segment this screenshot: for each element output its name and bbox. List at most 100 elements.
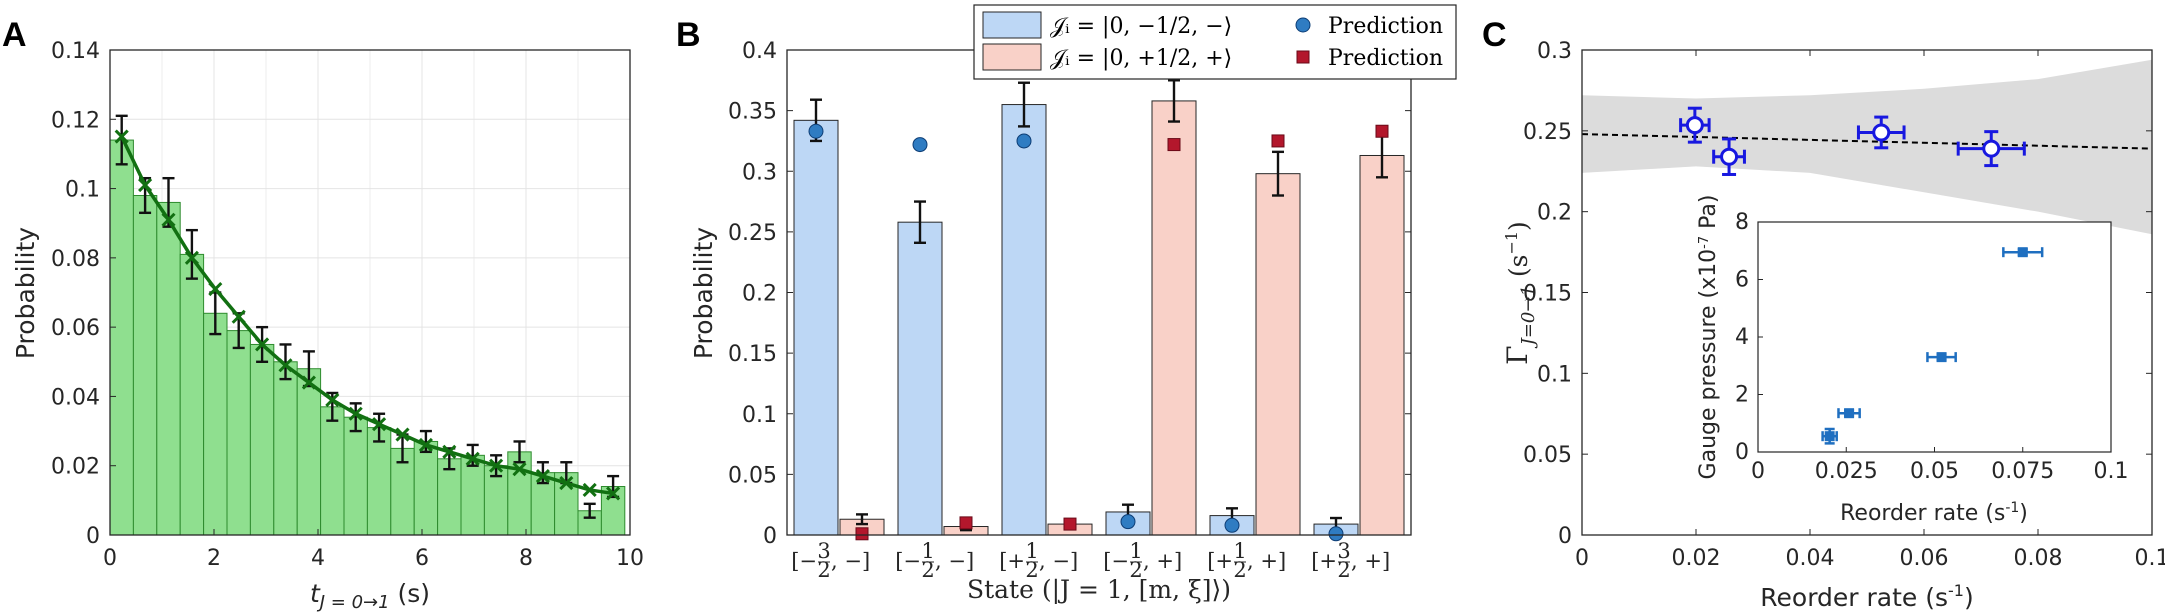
panel-b-xtick-label: [+ 12, +] [1207,539,1286,582]
panel-c-ytick-label: 0.2 [1537,201,1572,226]
panel-b-bar-red [1255,173,1301,536]
panel-c-xlabel-sup: -1 [1948,581,1964,600]
legend-square-marker [1296,50,1310,64]
panel-a-fit-marker-stroke [489,458,504,473]
panel-b-bar-blue [1001,104,1047,536]
panel-a-fit-marker [278,358,293,373]
panel-b-xtick-denominator: 2 [1337,558,1350,582]
panel-b-xtick-sign: [+ [1311,549,1337,573]
panel-c-ytick-label: 0.1 [1537,362,1572,387]
panel-b-xtick-label: [− 12, +] [1103,539,1182,582]
panel-a-fit-marker-stroke [208,281,223,297]
panel-b-ytick-label: 0 [763,524,777,549]
panel-a-bar [460,454,485,536]
panel-b-prediction-square [1271,134,1285,148]
panel-a-fit-marker-stroke [465,451,480,466]
inset-ytick-label: 0 [1735,440,1749,465]
inset-ylabel-text: Gauge pressure (x10 [1696,249,1721,480]
panel-c-ytick-label: 0 [1558,524,1572,549]
panel-b-xtick-denominator: 2 [1025,558,1038,582]
inset-xtick-label: 0.05 [1910,459,1959,484]
panel-c-confidence-band [1582,59,2152,235]
panel-a-ytick-label: 0.14 [51,39,100,64]
panel-b-prediction-square [855,527,869,541]
panel-a-fit-marker-stroke [255,337,270,352]
panel-a-xtick-label: 6 [415,546,429,571]
panel-a-fit-marker-stroke [231,309,246,324]
inset-points [1821,247,2044,445]
panel-a-bars [109,139,626,536]
inset-ytick-label: 2 [1735,383,1749,408]
panel-c-xtick-label: 0 [1575,546,1589,571]
panel-a-ytick-label: 0.02 [51,455,100,480]
panel-c-xtick-label: 0.1 [2135,546,2165,571]
panel-b-ytick-label: 0.4 [742,39,777,64]
panel-b-xtick-tail: , −] [935,549,974,573]
panel-c-point [1685,116,1704,135]
panel-a-fit-curve [120,135,614,496]
panel-a-bar [273,361,298,536]
panel-a-fit-marker [348,406,363,421]
panel-a-fit-marker [418,437,433,452]
panel-c-fit-line [1581,133,2153,150]
panel-a-ytick-label: 0.08 [51,247,100,272]
panel-c-xlabel: Reorder rate (s-1) [1760,581,1973,612]
panel-a-bar [249,343,275,536]
legend-label-prediction-blue: Prediction [1328,14,1443,39]
panel-c-xtick-label: 0.02 [1672,546,1721,571]
inset-xlabel: Reorder rate (s-1) [1840,500,2028,526]
panel-a-fit-marker [255,337,270,352]
panel-b-xtick-tail: , −] [1039,549,1078,573]
panel-b-axes-box [786,49,1412,536]
panel-b-bar-blue [793,119,839,536]
panel-b-bar-red [1151,100,1197,536]
panel-a-fit-marker [372,417,387,432]
panel-a-ytick-label: 0.04 [51,385,100,410]
panel-a-bar [343,416,368,536]
panel-c-ytick-label: 0.15 [1523,282,1572,307]
panel-a-fit-marker [114,129,129,144]
panel-b-ylabel: Probability [689,227,718,359]
panel-c-ylabel-unit: (s [1504,255,1533,286]
panel-a-fit-marker-stroke [114,129,129,144]
inset-xtick-label: 0 [1751,459,1765,484]
panel-b-errorbars [810,79,1388,532]
panel-b-xtick-label: [+ 12, −] [999,539,1078,582]
panel-a-bar [507,451,532,536]
panel-b-xlabel: State (|J = 1, [m, ξ]⟩) [967,575,1231,605]
panel-b-xtick-tail: , +] [1143,549,1182,573]
panel-b-prediction-circle [1224,517,1240,533]
panel-c-ylabel-end: ) [1504,221,1533,231]
panel-a-fit-marker [582,482,597,498]
panel-c-xtick-label: 0.04 [1786,546,1835,571]
panel-c-ytick-label: 0.3 [1537,39,1572,64]
panel-a-fit-marker [442,444,457,459]
panel-c-xtick-label: 0.06 [1900,546,1949,571]
panel-a-fit-marker-stroke [418,437,433,452]
panel-b-xtick-numerator: 1 [921,539,934,563]
panel-a-fit-marker-stroke [606,486,621,501]
panel-b-prediction-square [1063,517,1077,531]
panel-c-point [1872,123,1891,142]
panel-a-xtick-label: 0 [103,546,117,571]
panel-b-prediction-square [1167,138,1181,152]
panel-a-fit-marker [489,458,504,473]
panel-a-errorbars [115,114,620,519]
panel-a-fit-marker [606,486,621,501]
inset-xlabel-text: Reorder rate (s [1840,501,2005,526]
panel-a-fit-marker-stroke [301,375,316,390]
panel-a-chart: 0 2 4 6 8 10 0 0.02 0.04 0.06 0.08 0.1 0.12 0.14 Prob… [11,39,644,613]
panel-a-bar [132,195,158,536]
panel-a-fit-marker-stroke [325,392,340,407]
panel-c-point [1982,139,2001,158]
panel-b-bars [793,100,1405,536]
panel-a-fit-marker-stroke [161,212,176,227]
panel-a-fit-marker-stroke [582,482,597,498]
inset-ylabel-end: Pa) [1696,195,1721,236]
panel-b-xtick-denominator: 2 [1129,558,1142,582]
panel-a-bar [413,440,439,536]
panel-a-fit-marker [465,451,480,466]
panel-b-xtick-sign: [+ [1207,549,1233,573]
panel-c-points [1679,106,2026,176]
